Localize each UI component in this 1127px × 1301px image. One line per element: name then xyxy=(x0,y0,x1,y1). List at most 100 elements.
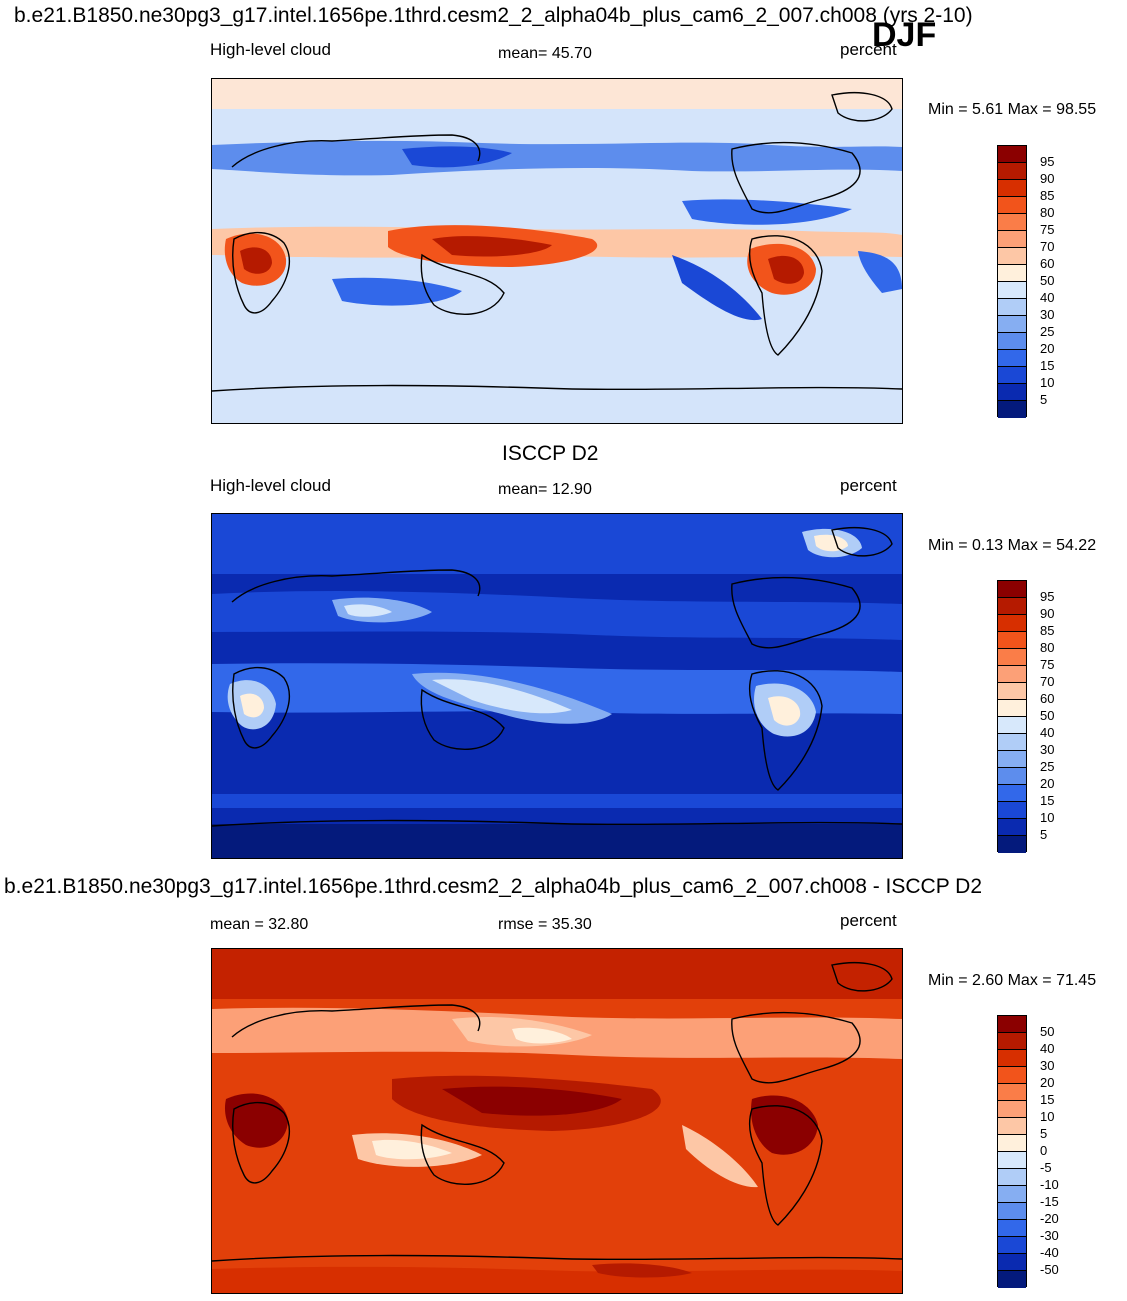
panel1-left-label: High-level cloud xyxy=(210,40,331,59)
colorbar-swatch xyxy=(998,265,1026,282)
panel3-colorbar xyxy=(997,1015,1027,1288)
colorbar-swatch xyxy=(998,248,1026,265)
colorbar-swatch xyxy=(998,1033,1026,1050)
colorbar-swatch xyxy=(998,598,1026,615)
panel2-minmax: Min = 0.13 Max = 54.22 xyxy=(928,537,1097,554)
colorbar-label: -5 xyxy=(1040,1160,1052,1175)
colorbar-swatch xyxy=(998,1237,1026,1254)
colorbar-label: 80 xyxy=(1040,640,1055,655)
colorbar-swatch xyxy=(998,1101,1026,1118)
panel1-map xyxy=(211,78,903,424)
colorbar-swatch xyxy=(998,1016,1026,1033)
panel2-colorbar xyxy=(997,580,1027,853)
panel3-map xyxy=(211,948,903,1294)
colorbar-label: 40 xyxy=(1040,1041,1055,1056)
colorbar-swatch xyxy=(998,1271,1026,1288)
colorbar-swatch xyxy=(998,384,1026,401)
colorbar-label: 15 xyxy=(1040,358,1055,373)
colorbar-label: 95 xyxy=(1040,589,1055,604)
colorbar-label: 70 xyxy=(1040,674,1055,689)
colorbar-label: 50 xyxy=(1040,708,1055,723)
colorbar-label: 10 xyxy=(1040,1109,1055,1124)
colorbar-swatch xyxy=(998,666,1026,683)
colorbar-swatch xyxy=(998,683,1026,700)
colorbar-swatch xyxy=(998,316,1026,333)
colorbar-label: 10 xyxy=(1040,375,1055,390)
colorbar-label: 20 xyxy=(1040,341,1055,356)
colorbar-swatch xyxy=(998,367,1026,384)
colorbar-label: 0 xyxy=(1040,1143,1048,1158)
panel2-mean: mean= 12.90 xyxy=(498,481,592,498)
colorbar-swatch xyxy=(998,1084,1026,1101)
colorbar-swatch xyxy=(998,1135,1026,1152)
colorbar-swatch xyxy=(998,1203,1026,1220)
colorbar-label: 5 xyxy=(1040,827,1048,842)
colorbar-swatch xyxy=(998,282,1026,299)
colorbar-swatch xyxy=(998,785,1026,802)
colorbar-label: 5 xyxy=(1040,1126,1048,1141)
colorbar-label: -10 xyxy=(1040,1177,1059,1192)
colorbar-label: 30 xyxy=(1040,742,1055,757)
colorbar-swatch xyxy=(998,768,1026,785)
colorbar-swatch xyxy=(998,802,1026,819)
colorbar-label: 10 xyxy=(1040,810,1055,825)
panel1-units: percent xyxy=(840,40,897,59)
colorbar-label: 50 xyxy=(1040,273,1055,288)
colorbar-label: 60 xyxy=(1040,256,1055,271)
colorbar-label: -40 xyxy=(1040,1245,1059,1260)
colorbar-swatch xyxy=(998,717,1026,734)
panel1-minmax: Min = 5.61 Max = 98.55 xyxy=(928,101,1097,118)
colorbar-label: 80 xyxy=(1040,205,1055,220)
panel3-units: percent xyxy=(840,911,897,930)
colorbar-swatch xyxy=(998,180,1026,197)
colorbar-swatch xyxy=(998,649,1026,666)
colorbar-label: 25 xyxy=(1040,324,1055,339)
colorbar-swatch xyxy=(998,1186,1026,1203)
colorbar-label: -50 xyxy=(1040,1262,1059,1277)
colorbar-label: 30 xyxy=(1040,307,1055,322)
colorbar-label: -20 xyxy=(1040,1211,1059,1226)
top-title: b.e21.B1850.ne30pg3_g17.intel.1656pe.1th… xyxy=(14,4,973,27)
colorbar-label: 40 xyxy=(1040,725,1055,740)
colorbar-swatch xyxy=(998,1254,1026,1271)
panel1-mean: mean= 45.70 xyxy=(498,45,592,62)
colorbar-swatch xyxy=(998,1169,1026,1186)
colorbar-swatch xyxy=(998,299,1026,316)
colorbar-swatch xyxy=(998,1050,1026,1067)
colorbar-swatch xyxy=(998,214,1026,231)
middle-title: ISCCP D2 xyxy=(502,442,599,465)
panel1-colorbar xyxy=(997,145,1027,418)
colorbar-swatch xyxy=(998,819,1026,836)
colorbar-swatch xyxy=(998,146,1026,163)
colorbar-swatch xyxy=(998,581,1026,598)
colorbar-label: 85 xyxy=(1040,188,1055,203)
colorbar-swatch xyxy=(998,350,1026,367)
colorbar-label: 85 xyxy=(1040,623,1055,638)
colorbar-label: -15 xyxy=(1040,1194,1059,1209)
colorbar-swatch xyxy=(998,1152,1026,1169)
colorbar-label: 20 xyxy=(1040,776,1055,791)
panel2-units: percent xyxy=(840,476,897,495)
panel2-left-label: High-level cloud xyxy=(210,476,331,495)
colorbar-label: -30 xyxy=(1040,1228,1059,1243)
colorbar-swatch xyxy=(998,1118,1026,1135)
colorbar-label: 20 xyxy=(1040,1075,1055,1090)
colorbar-label: 70 xyxy=(1040,239,1055,254)
panel3-rmse: rmse = 35.30 xyxy=(498,916,592,933)
colorbar-swatch xyxy=(998,401,1026,418)
colorbar-label: 60 xyxy=(1040,691,1055,706)
colorbar-label: 30 xyxy=(1040,1058,1055,1073)
colorbar-label: 40 xyxy=(1040,290,1055,305)
colorbar-swatch xyxy=(998,615,1026,632)
colorbar-swatch xyxy=(998,1067,1026,1084)
colorbar-swatch xyxy=(998,333,1026,350)
colorbar-swatch xyxy=(998,1220,1026,1237)
panel3-minmax: Min = 2.60 Max = 71.45 xyxy=(928,972,1097,989)
colorbar-swatch xyxy=(998,231,1026,248)
colorbar-label: 25 xyxy=(1040,759,1055,774)
colorbar-label: 15 xyxy=(1040,793,1055,808)
panel3-mean: mean = 32.80 xyxy=(210,916,309,933)
colorbar-label: 75 xyxy=(1040,657,1055,672)
colorbar-label: 95 xyxy=(1040,154,1055,169)
colorbar-swatch xyxy=(998,734,1026,751)
